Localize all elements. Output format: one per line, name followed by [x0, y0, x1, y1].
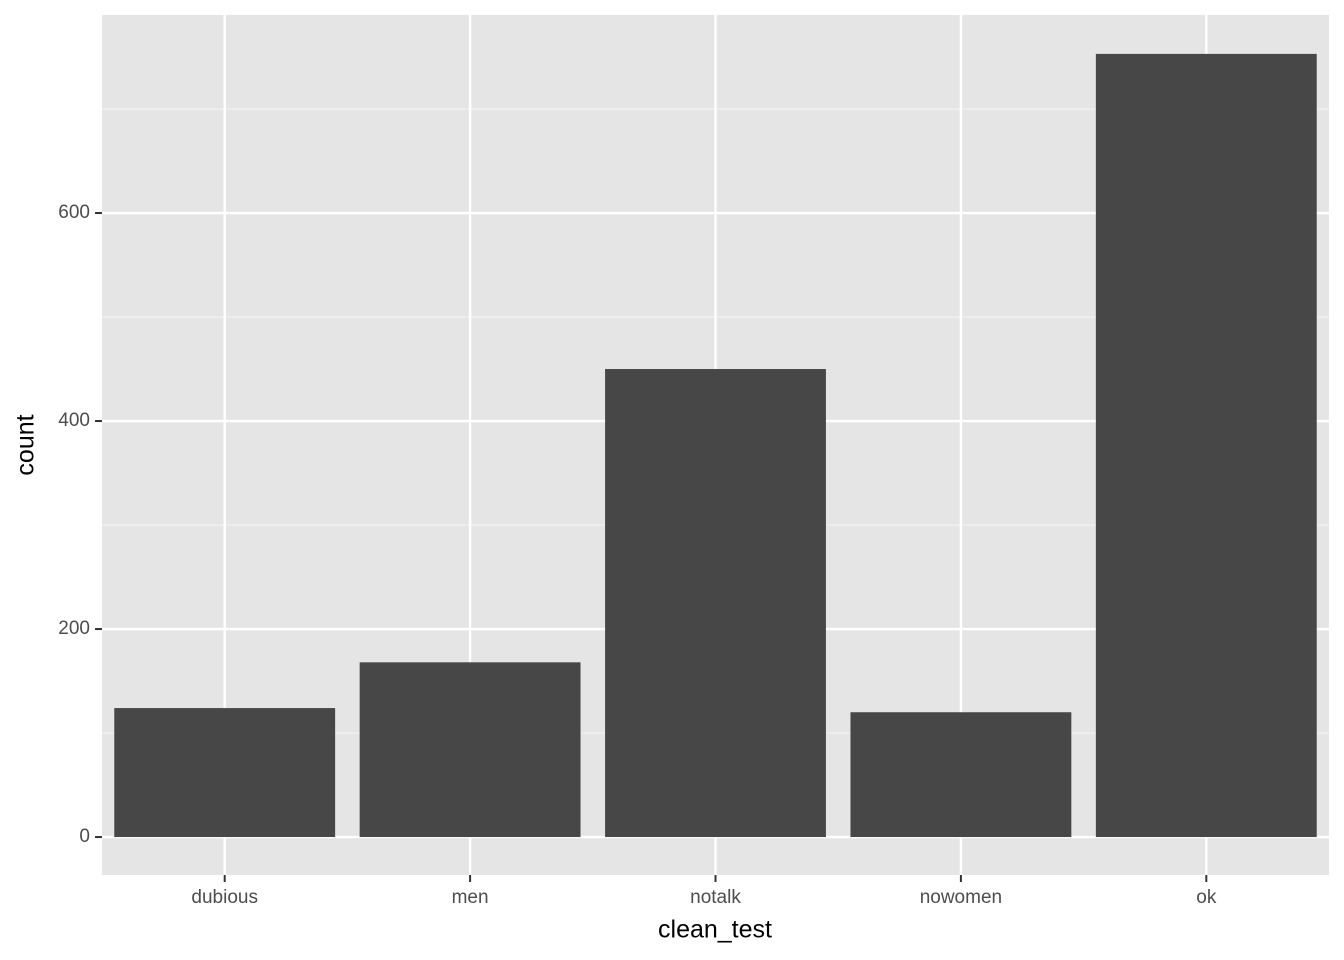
x-tick-label: nowomen [920, 887, 1002, 908]
x-tick-label: dubious [191, 887, 258, 908]
x-tick-label: notalk [690, 887, 741, 908]
marks [114, 53, 1317, 838]
x-tick-label: ok [1196, 887, 1217, 908]
y-tick-label: 400 [58, 410, 90, 431]
bar [359, 662, 581, 838]
y-tick-label: 200 [58, 618, 90, 639]
bar [850, 712, 1072, 838]
y-tick-label: 600 [58, 202, 90, 223]
y-axis-title: count [12, 414, 40, 475]
bar [114, 708, 336, 838]
x-tick-label: men [452, 887, 489, 908]
bar [1095, 53, 1317, 838]
axes: 0 200 400 600 dubious men notalk nowomen ok [58, 202, 1217, 908]
x-axis-title: clean_test [658, 916, 772, 944]
y-tick-label: 0 [79, 826, 90, 847]
bar [605, 369, 826, 838]
